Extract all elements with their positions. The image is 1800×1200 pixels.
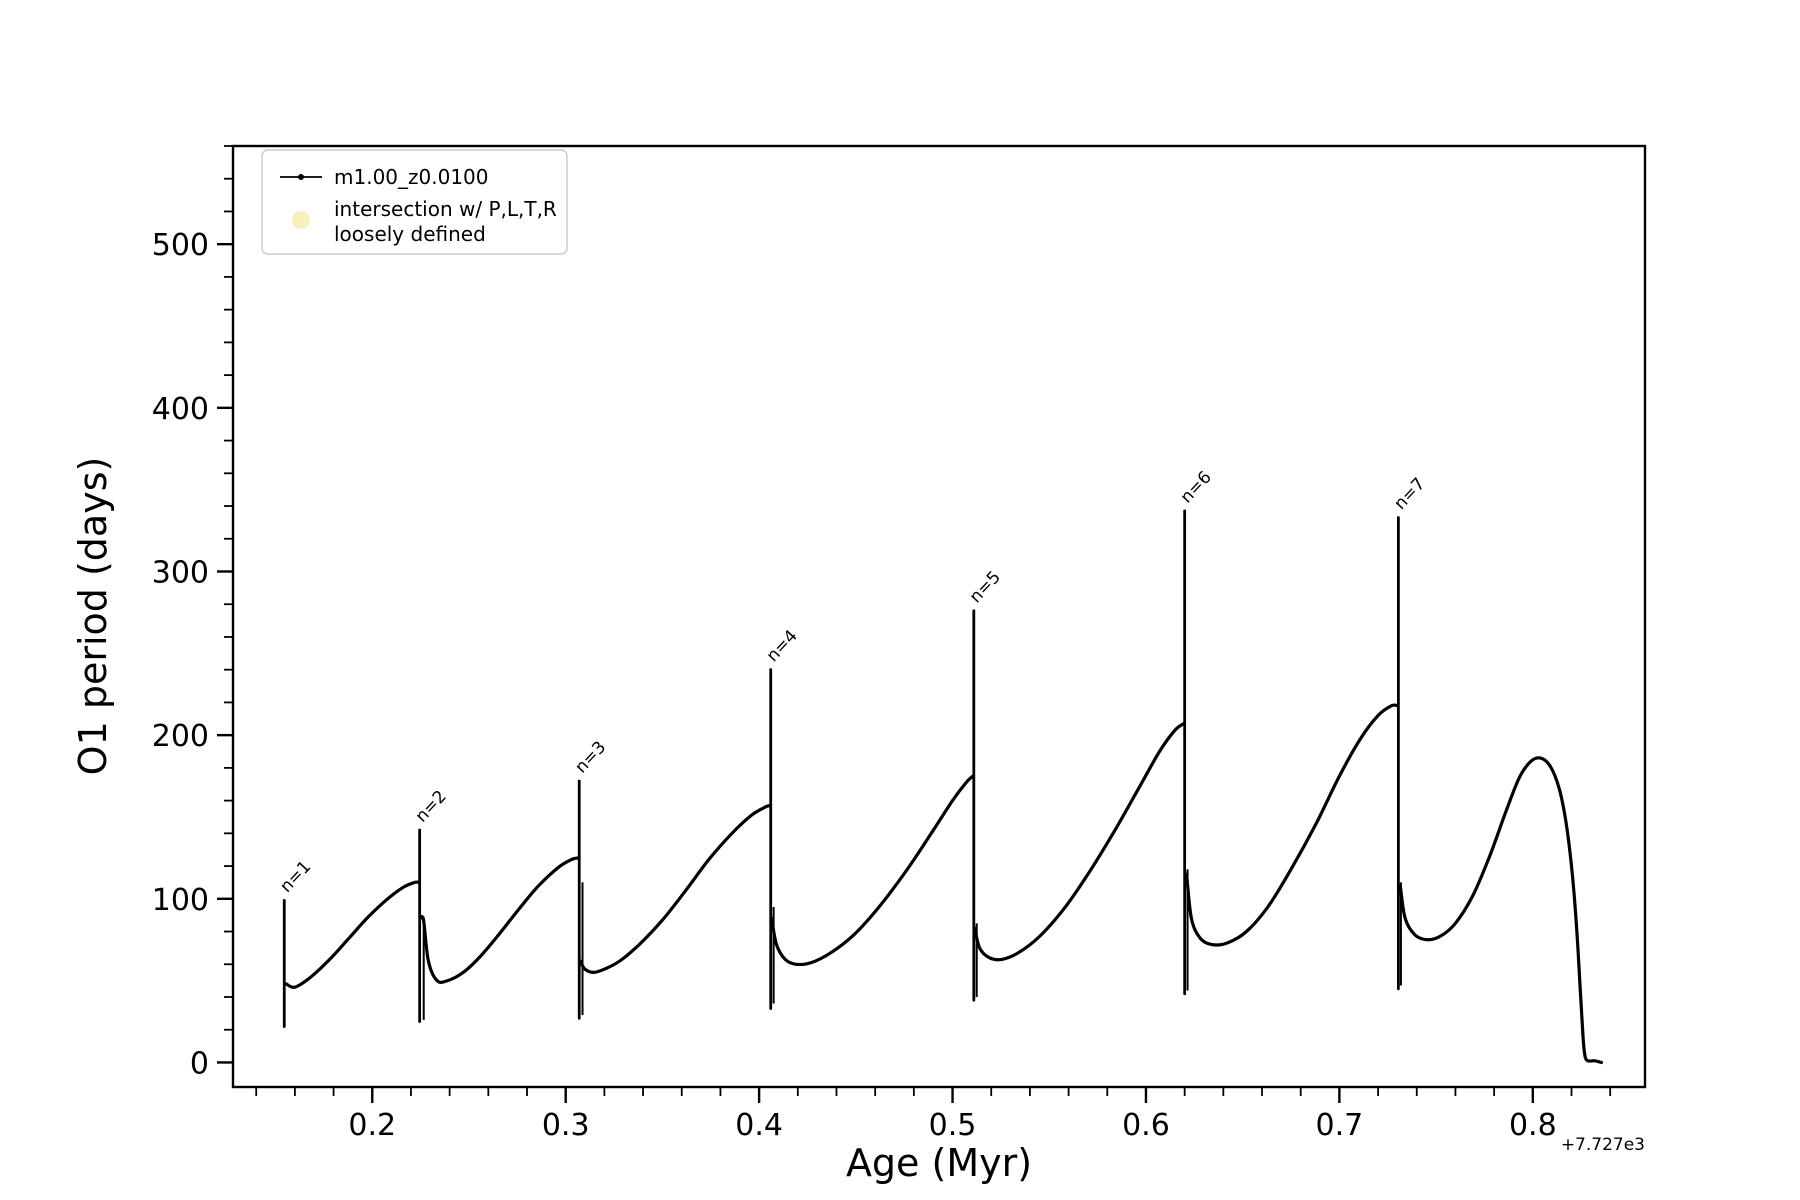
x-tick-label: 0.3 [542, 1108, 590, 1143]
x-axis-label: Age (Myr) [846, 1141, 1032, 1185]
spike-label: n=7 [1390, 474, 1429, 514]
legend-dot-marker [298, 174, 304, 180]
x-tick-label: 0.2 [348, 1108, 396, 1143]
plot-curve-segment [578, 803, 772, 974]
plot-curve-segment [418, 856, 580, 985]
x-axis-offset-text: +7.727e3 [1561, 1135, 1645, 1155]
legend-box [261, 149, 568, 255]
legend-intersection-marker [292, 211, 310, 229]
y-tick-label: 400 [152, 392, 209, 427]
spike-label: n=1 [276, 857, 315, 897]
y-tick-label: 200 [152, 719, 209, 754]
y-tick-label: 300 [152, 555, 209, 590]
x-tick-label: 0.6 [1122, 1108, 1170, 1143]
spike-label: n=2 [412, 787, 451, 827]
axes-box [231, 144, 1647, 1089]
plot-curve-segment [1398, 756, 1604, 1065]
legend-label-intersection-2: loosely defined [334, 222, 486, 246]
legend-label-intersection-1: intersection w/ P,L,T,R [334, 197, 557, 221]
legend-label-series: m1.00_z0.0100 [334, 165, 489, 189]
y-tick-label: 100 [152, 883, 209, 918]
plot-curve-segment [284, 880, 421, 989]
spike-label: n=3 [571, 738, 610, 778]
y-axis-label: O1 period (days) [71, 457, 115, 776]
y-tick-label: 500 [152, 228, 209, 263]
plot-curve-segment [1185, 703, 1399, 947]
x-tick-label: 0.7 [1316, 1108, 1364, 1143]
x-tick-label: 0.5 [929, 1108, 977, 1143]
x-tick-label: 0.4 [735, 1108, 783, 1143]
y-tick-label: 0 [190, 1046, 209, 1081]
plot-curve-segment [770, 774, 975, 967]
plot-curve-segment [973, 722, 1186, 962]
spike-label: n=6 [1177, 467, 1216, 507]
x-tick-label: 0.8 [1509, 1108, 1557, 1143]
spike-label: n=4 [763, 626, 802, 666]
spike-label: n=5 [966, 567, 1005, 607]
